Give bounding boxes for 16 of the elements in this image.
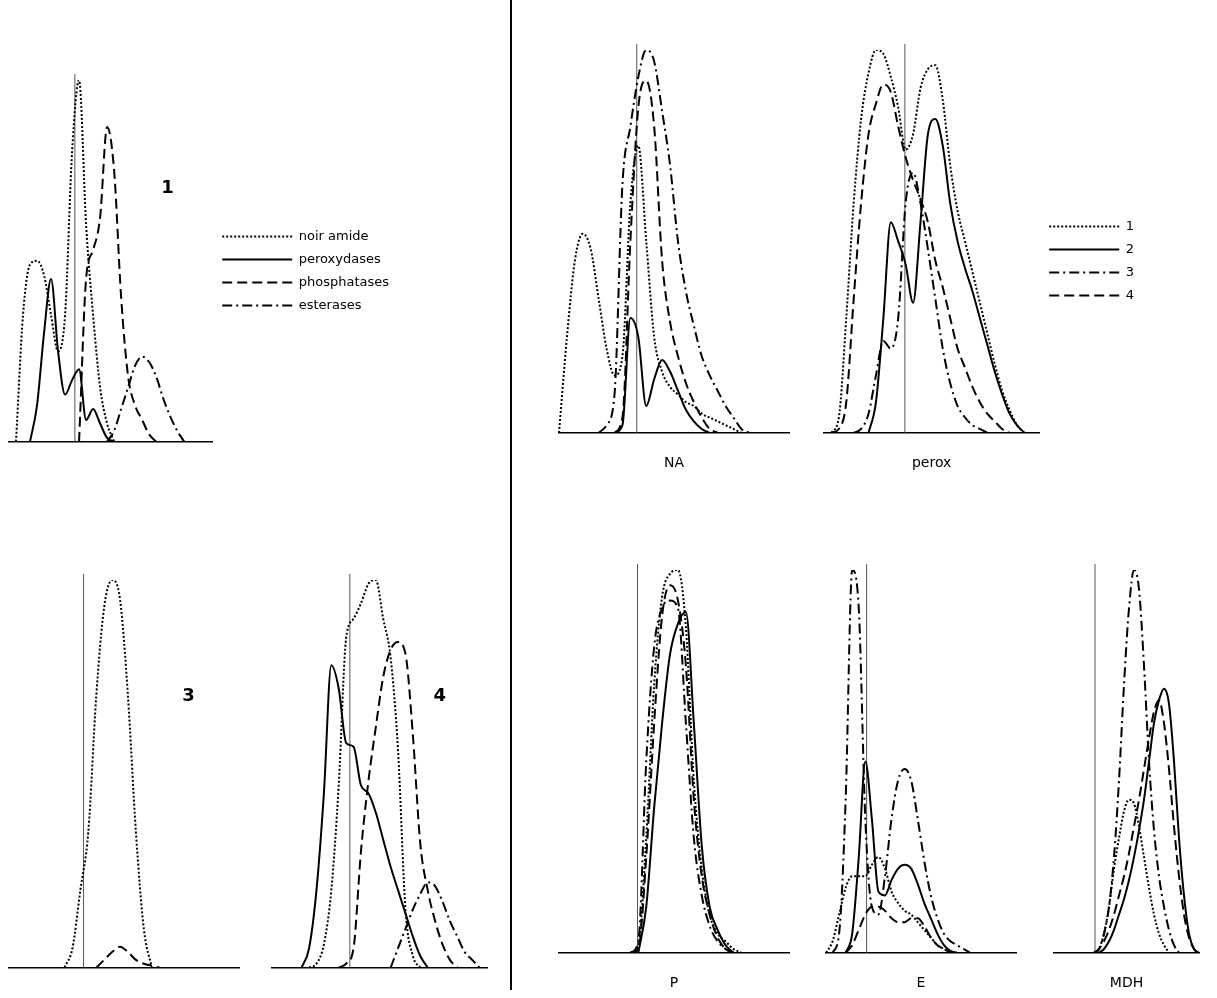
text: 4 <box>433 683 446 705</box>
text: 3 <box>182 683 195 705</box>
text: 2 <box>1125 240 1135 256</box>
text: esterases <box>298 296 362 312</box>
text: 1 <box>1125 217 1135 233</box>
x-axis-title: NA <box>663 454 685 471</box>
x-axis-title: E <box>916 974 926 991</box>
text: 1 <box>161 176 174 198</box>
x-axis-title: P <box>669 974 679 991</box>
text: 3 <box>1125 263 1135 279</box>
text: peroxydases <box>298 250 381 266</box>
text: phosphatases <box>298 273 390 289</box>
text: noir amide <box>298 227 369 243</box>
x-axis-title: perox <box>911 454 952 471</box>
text: 4 <box>1125 286 1135 302</box>
x-axis-title: MDH <box>1109 974 1144 991</box>
